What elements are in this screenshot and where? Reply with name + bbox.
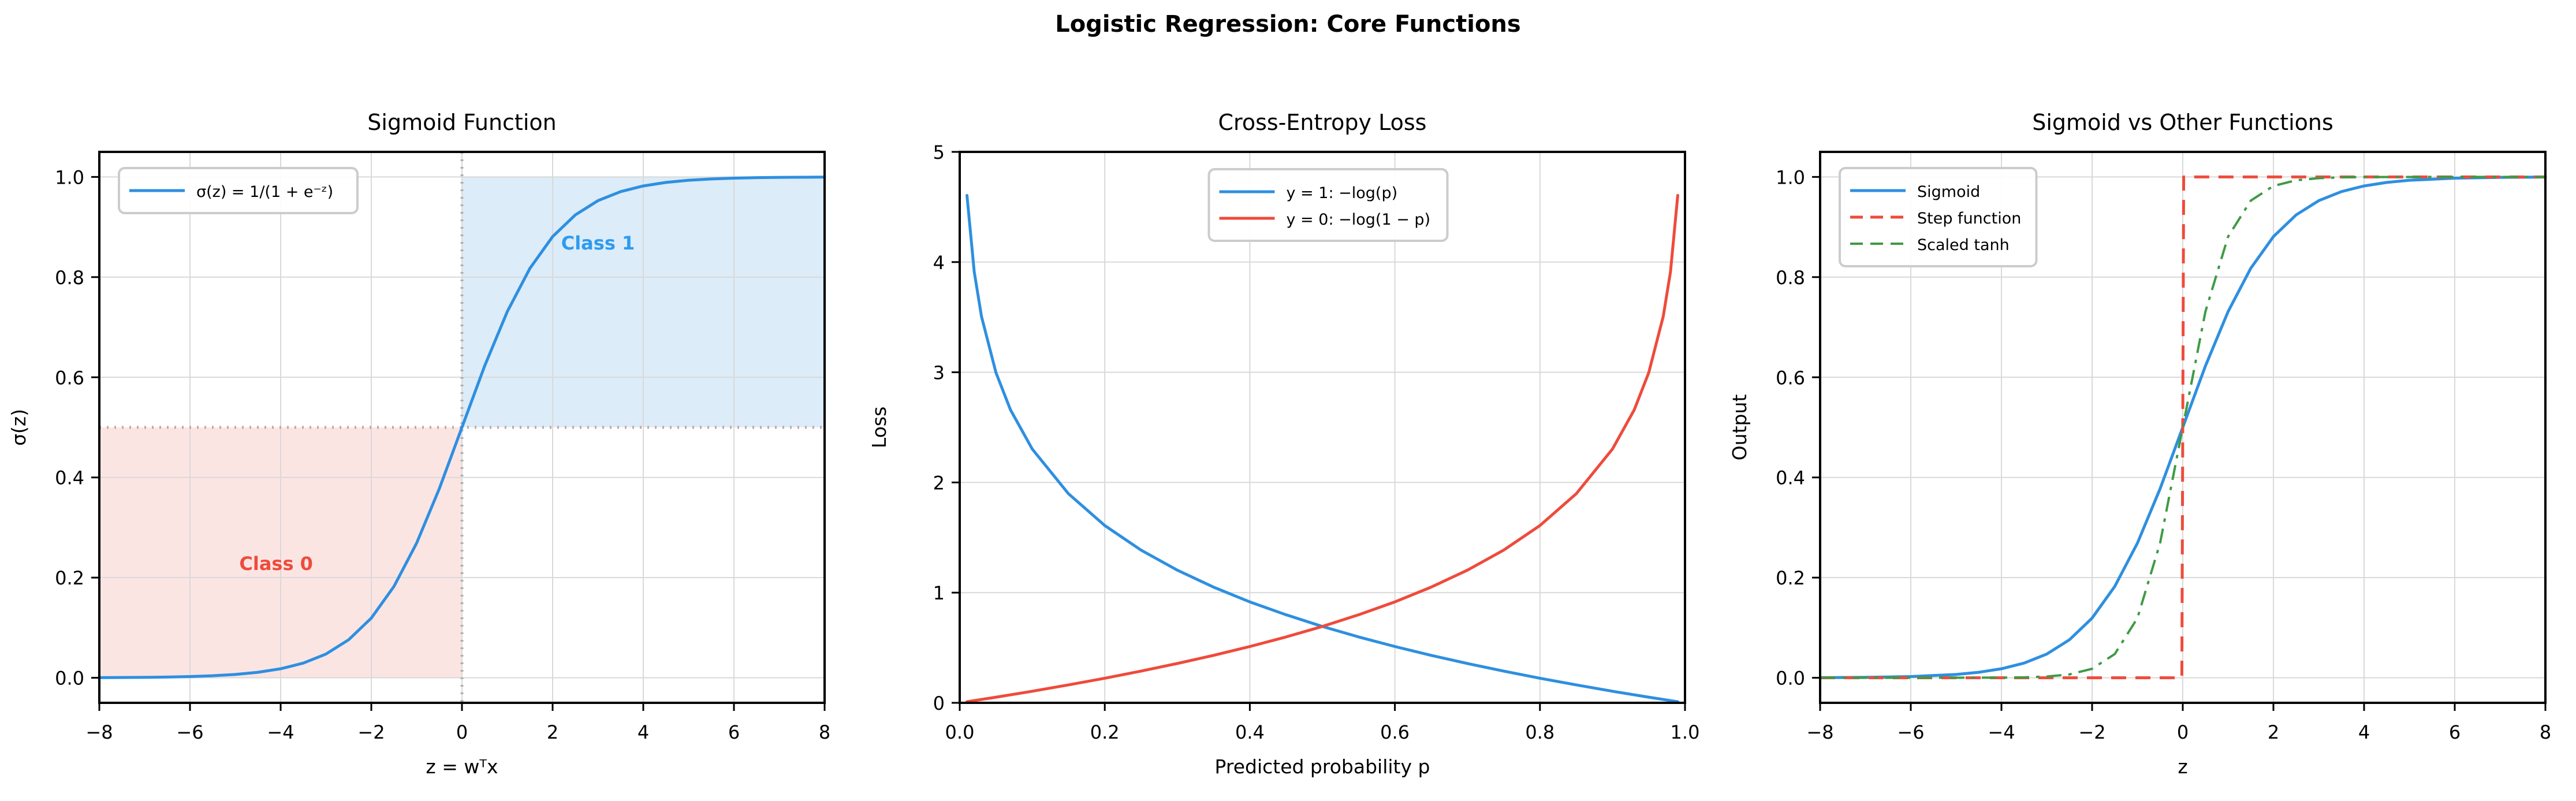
xtick-label: 4 bbox=[638, 721, 649, 743]
xtick-label: −2 bbox=[2078, 721, 2105, 743]
xtick-label: 0.2 bbox=[1090, 721, 1120, 743]
xtick-label: 0 bbox=[2177, 721, 2189, 743]
axes-spines bbox=[959, 151, 1686, 704]
ytick-label: 1.0 bbox=[1776, 166, 1805, 188]
legend: y = 1: −log(p) y = 0: −log(1 − p) bbox=[1207, 168, 1449, 242]
legend-label: y = 0: −log(1 − p) bbox=[1287, 211, 1431, 229]
xtick-label: 6 bbox=[2449, 721, 2461, 743]
xtick-label: 1.0 bbox=[1671, 721, 1700, 743]
legend-box bbox=[118, 167, 359, 214]
legend: σ(z) = 1/(1 + e⁻ᶻ) bbox=[118, 167, 359, 214]
ytick-label: 0 bbox=[933, 692, 945, 714]
xtick-label: 4 bbox=[2358, 721, 2370, 743]
ytick-label: 0.6 bbox=[55, 367, 84, 389]
ytick-label: 3 bbox=[933, 362, 945, 384]
ytick-label: 0.0 bbox=[55, 668, 84, 690]
xtick-label: 8 bbox=[2540, 721, 2551, 743]
panel-sigmoid-vs-other: Sigmoid vs Other Functions −8 −6 −4 −2 0 2 4 6 8 0… bbox=[1721, 0, 2576, 801]
ytick-label: 0.4 bbox=[55, 467, 84, 489]
legend-label: y = 1: −log(p) bbox=[1287, 184, 1398, 202]
xtick-label: −8 bbox=[1806, 721, 1833, 743]
xtick-label: −8 bbox=[85, 721, 113, 743]
figure-title: Logistic Regression: Core Functions bbox=[1055, 11, 1521, 38]
xtick-label: 2 bbox=[547, 721, 558, 743]
ytick-label: 0.8 bbox=[1776, 267, 1805, 289]
y-axis-label: Output bbox=[1728, 394, 1751, 461]
ytick-label: 1.0 bbox=[55, 166, 84, 188]
legend-box bbox=[1839, 167, 2038, 267]
ytick-label: 0.0 bbox=[1776, 668, 1805, 690]
region-annotation: Class 1 bbox=[561, 232, 635, 254]
ytick-label: 5 bbox=[933, 141, 945, 163]
x-axis-label: z = wᵀx bbox=[426, 755, 498, 778]
xtick-label: −6 bbox=[1897, 721, 1924, 743]
ytick-label: 2 bbox=[933, 472, 945, 494]
xtick-label: −2 bbox=[357, 721, 385, 743]
y-axis-label: Loss bbox=[868, 407, 890, 448]
series-line bbox=[965, 193, 1679, 703]
xtick-label: 0.8 bbox=[1525, 721, 1554, 743]
axes-title: Cross-Entropy Loss bbox=[1218, 110, 1427, 135]
series-line bbox=[965, 193, 1679, 703]
xtick-label: −4 bbox=[267, 721, 294, 743]
ytick-label: 0.6 bbox=[1776, 367, 1805, 389]
xtick-label: 2 bbox=[2268, 721, 2279, 743]
xtick-label: 0.0 bbox=[945, 721, 975, 743]
xtick-label: 0 bbox=[456, 721, 468, 743]
legend-box bbox=[1207, 168, 1449, 242]
xtick-label: −6 bbox=[176, 721, 203, 743]
axes-title: Sigmoid vs Other Functions bbox=[2032, 110, 2333, 135]
x-axis-label: Predicted probability p bbox=[1215, 755, 1430, 778]
legend: Sigmoid Step function Scaled tanh bbox=[1839, 167, 2038, 267]
series-line bbox=[1820, 176, 2545, 679]
legend-label: Step function bbox=[1917, 210, 2021, 228]
ytick-label: 4 bbox=[933, 252, 945, 274]
xtick-label: 0.4 bbox=[1235, 721, 1265, 743]
x-axis-label: z bbox=[2178, 755, 2187, 778]
plot-area bbox=[960, 152, 1685, 703]
xtick-label: 8 bbox=[819, 721, 830, 743]
xtick-label: 6 bbox=[728, 721, 740, 743]
ytick-label: 0.8 bbox=[55, 267, 84, 289]
panel-sigmoid-function: Sigmoid Function −8 −6 −4 −2 0 2 4 6 8 0.0 0.2 0.4 0.… bbox=[0, 0, 860, 801]
ytick-label: 0.2 bbox=[55, 567, 84, 589]
legend-label: Sigmoid bbox=[1917, 183, 1980, 201]
panel-cross-entropy-loss: Cross-Entropy Loss 0.0 0.2 0.4 0.6 0.8 1.0 0 1 2 3… bbox=[860, 0, 1721, 801]
ytick-label: 0.4 bbox=[1776, 467, 1805, 489]
y-axis-label: σ(z) bbox=[8, 409, 30, 446]
ytick-label: 0.2 bbox=[1776, 567, 1805, 589]
region-annotation: Class 0 bbox=[239, 553, 313, 575]
series-line bbox=[1820, 175, 2545, 680]
ytick-label: 1 bbox=[933, 582, 945, 604]
legend-label: Scaled tanh bbox=[1917, 236, 2010, 254]
series-line bbox=[98, 176, 826, 679]
axes-title: Sigmoid Function bbox=[367, 110, 556, 135]
xtick-label: −4 bbox=[1988, 721, 2015, 743]
legend-label: σ(z) = 1/(1 + e⁻ᶻ) bbox=[196, 183, 333, 201]
xtick-label: 0.6 bbox=[1380, 721, 1410, 743]
